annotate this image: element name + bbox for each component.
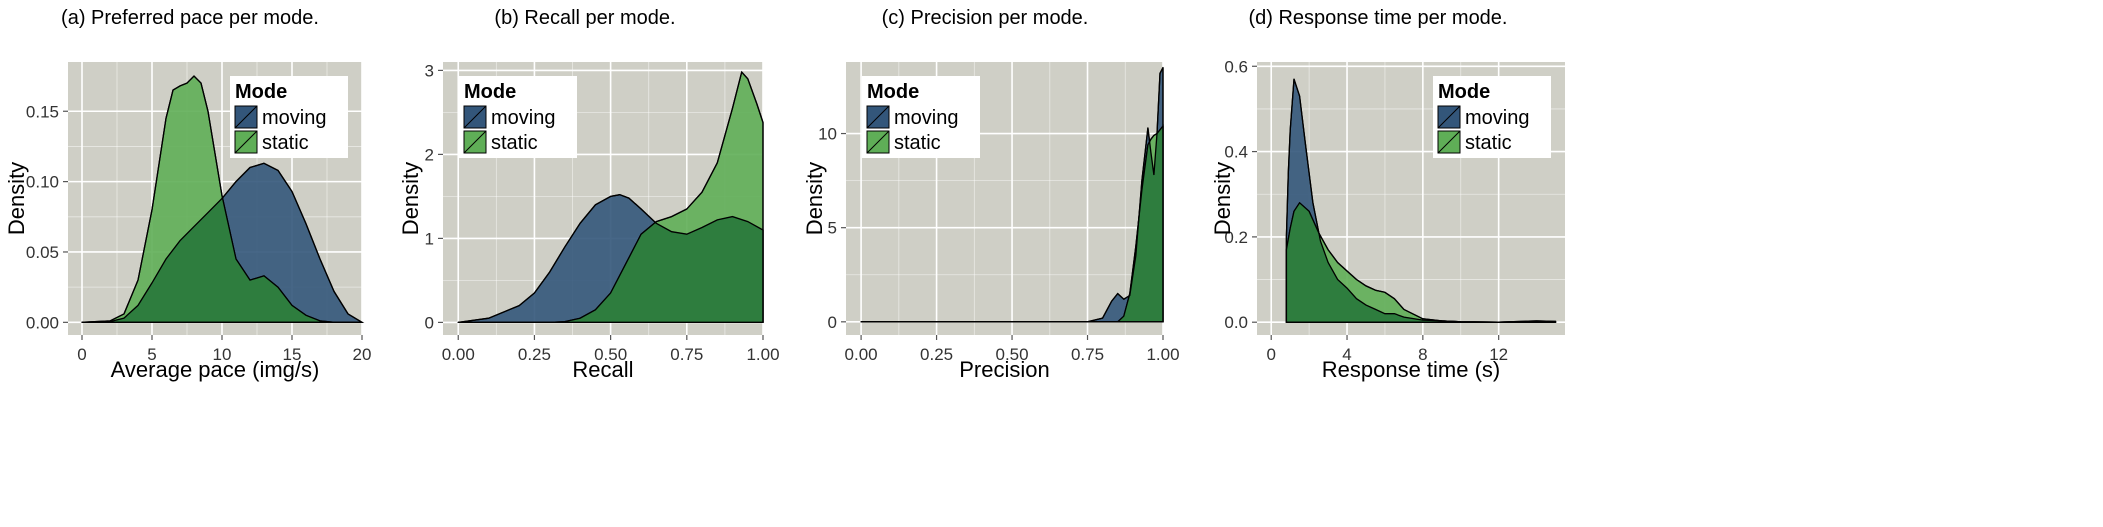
y-tick-label: 0.10 <box>26 173 59 192</box>
legend-label-moving: moving <box>1465 107 1529 129</box>
legend-key-slash <box>1437 105 1461 129</box>
x-tick-label: 8 <box>1418 345 1427 364</box>
legend-key-slash <box>1437 130 1461 154</box>
chart-title: (d) Response time per mode. <box>1248 7 1507 29</box>
x-tick-label: 0.50 <box>996 345 1029 364</box>
legend-label-moving: moving <box>491 107 555 129</box>
x-tick-label: 0.75 <box>670 345 703 364</box>
panel-3: (c) Precision per mode. 0.00 0.25 0.50 0.75 1… <box>802 7 1180 382</box>
y-tick-label: 0.05 <box>26 243 59 262</box>
density-overlap <box>861 126 1163 322</box>
x-tick-label: 12 <box>1489 345 1508 364</box>
x-tick-label: 5 <box>147 345 156 364</box>
outline-static <box>861 124 1164 323</box>
legend-key-slash <box>234 130 258 154</box>
y-tick-label: 0.0 <box>1224 313 1248 332</box>
x-tick-label: 1.00 <box>1146 345 1179 364</box>
y-tick-label: 0.4 <box>1224 143 1248 162</box>
legend: Mode moving static <box>862 76 980 158</box>
x-axis-label: Precision <box>959 357 1049 382</box>
outline-moving <box>861 67 1164 323</box>
x-tick-label: 1.00 <box>746 345 779 364</box>
legend: Mode moving static <box>459 76 577 158</box>
y-tick-label: 0.15 <box>26 102 59 121</box>
outline-static <box>81 75 362 323</box>
outline-static <box>1285 201 1557 323</box>
outline-moving <box>81 162 365 323</box>
legend-title: Mode <box>1438 81 1490 103</box>
y-tick-label: 0.6 <box>1224 57 1248 76</box>
x-tick-label: 0.75 <box>1071 345 1104 364</box>
legend-label-static: static <box>894 132 941 154</box>
legend-label-static: static <box>491 132 538 154</box>
x-tick-label: 10 <box>213 345 232 364</box>
legend-title: Mode <box>464 81 516 103</box>
legend-key-slash <box>234 105 258 129</box>
legend-label-moving: moving <box>262 107 326 129</box>
x-axis-label: Response time (s) <box>1322 357 1501 382</box>
x-tick-label: 0.25 <box>518 345 551 364</box>
x-tick-label: 0 <box>77 345 86 364</box>
x-tick-label: 0.00 <box>845 345 878 364</box>
x-tick-label: 15 <box>283 345 302 364</box>
y-tick-label: 0.00 <box>26 313 59 332</box>
y-tick-label: 3 <box>425 61 434 80</box>
legend-key-slash <box>463 130 487 154</box>
chart-title: (a) Preferred pace per mode. <box>61 7 319 29</box>
x-axis-label: Recall <box>572 357 633 382</box>
legend-title: Mode <box>235 81 287 103</box>
density-overlap <box>458 194 763 323</box>
y-tick-label: 2 <box>425 145 434 164</box>
legend-key-slash <box>866 130 890 154</box>
legend: Mode moving static <box>1433 76 1551 158</box>
legend-key-slash <box>866 105 890 129</box>
legend-key-slash <box>463 105 487 129</box>
legend-label-static: static <box>262 132 309 154</box>
y-tick-label: 1 <box>425 229 434 248</box>
x-tick-label: 4 <box>1342 345 1351 364</box>
x-tick-label: 20 <box>353 345 372 364</box>
y-tick-label: 10 <box>818 125 837 144</box>
legend: Mode moving static <box>230 76 348 158</box>
y-axis-label: Density <box>398 162 423 235</box>
legend-label-moving: moving <box>894 107 958 129</box>
y-axis-label: Density <box>802 162 827 235</box>
y-tick-label: 5 <box>828 219 837 238</box>
legend-title: Mode <box>867 81 919 103</box>
panel-1: (a) Preferred pace per mode. 0 5 10 15 20 0.00… <box>4 7 371 382</box>
chart-title: (b) Recall per mode. <box>494 7 675 29</box>
y-axis-label: Density <box>1210 162 1235 235</box>
x-tick-label: 0.25 <box>920 345 953 364</box>
legend-label-static: static <box>1465 132 1512 154</box>
x-tick-label: 0.50 <box>594 345 627 364</box>
x-axis-label: Average pace (img/s) <box>111 357 320 382</box>
y-tick-label: 0 <box>828 313 837 332</box>
outline-static <box>458 70 764 324</box>
outline-moving <box>458 194 764 324</box>
panel-2: (b) Recall per mode. 0.00 0.25 0.50 0.75 1.00… <box>398 7 780 382</box>
x-tick-label: 0.00 <box>442 345 475 364</box>
chart-title: (c) Precision per mode. <box>882 7 1089 29</box>
panel-4: (d) Response time per mode. 0 4 8 12 0.0 0.2 0.… <box>1210 7 1565 382</box>
x-tick-label: 0 <box>1266 345 1275 364</box>
y-tick-label: 0 <box>425 313 434 332</box>
y-axis-label: Density <box>4 162 29 235</box>
y-tick-label: 0.2 <box>1224 228 1248 247</box>
